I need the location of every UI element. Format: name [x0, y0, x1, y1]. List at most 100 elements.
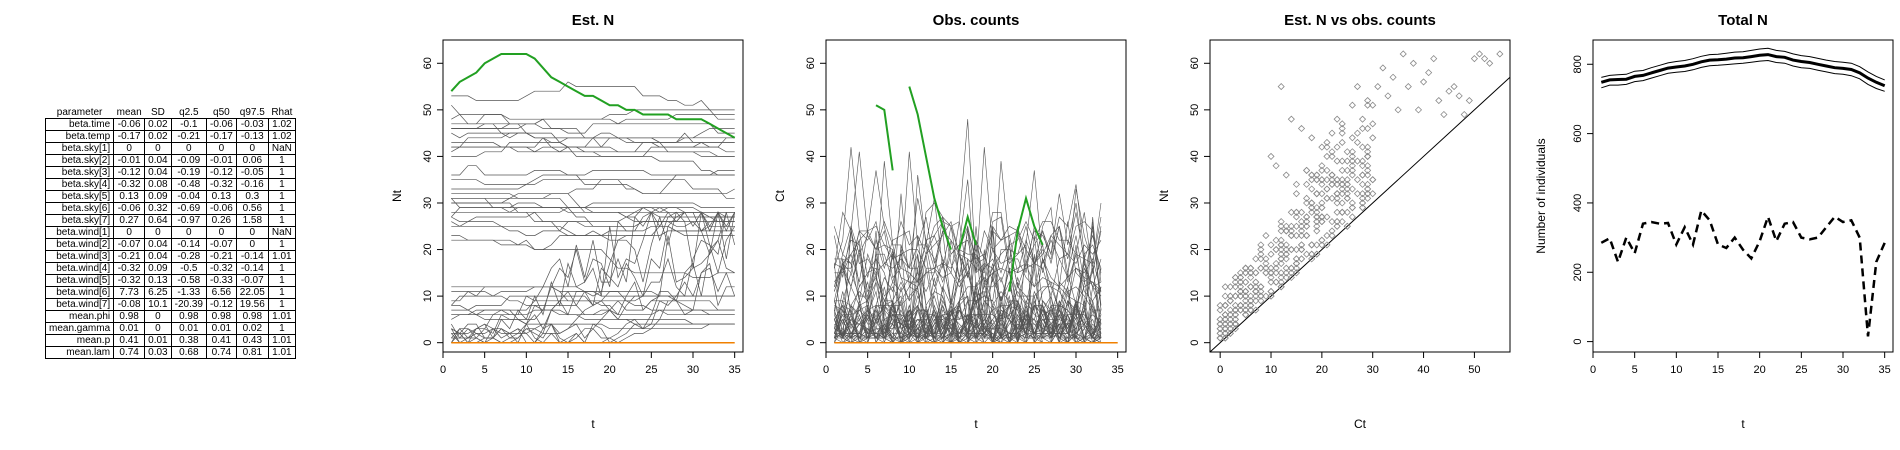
- highlight-trajectory: [450, 53, 736, 139]
- scatter-point: [1231, 306, 1239, 314]
- scatter-point: [1353, 190, 1362, 198]
- scatter-point: [1277, 273, 1285, 282]
- scatter-point: [1364, 148, 1372, 156]
- scatter-point: [1277, 255, 1285, 263]
- individual-trajectory: [451, 179, 735, 199]
- scatter-point: [1323, 185, 1331, 193]
- y-tick-label: 20: [1189, 243, 1201, 255]
- individual-trajectory: [451, 291, 735, 316]
- scatter-point: [1318, 166, 1326, 174]
- individual-trajectory: [451, 165, 735, 176]
- scatter-point: [1221, 283, 1229, 291]
- scatter-point: [1348, 199, 1356, 207]
- y-tick-label: 200: [1572, 263, 1584, 281]
- observed-total-count-line: [1600, 207, 1886, 337]
- plot-title: Est. N vs obs. counts: [1284, 12, 1436, 29]
- scatter-point: [1308, 171, 1316, 179]
- y-tick-label: 20: [422, 243, 434, 255]
- scatter-point: [1236, 283, 1245, 291]
- scatter-point: [1303, 166, 1311, 174]
- scatter-point: [1226, 311, 1234, 319]
- scatter-point: [1277, 283, 1285, 291]
- individual-count-series: [834, 202, 1101, 315]
- plot-frame: [1592, 39, 1894, 353]
- scatter-point: [1292, 232, 1301, 240]
- individual-trajectory: [451, 211, 735, 344]
- scatter-point: [1328, 129, 1336, 137]
- scatter-point: [1226, 306, 1234, 314]
- scatter-point: [1369, 176, 1377, 184]
- plot-frame: [825, 39, 1127, 353]
- scatter-point: [1257, 255, 1265, 263]
- scatter-point: [1277, 236, 1285, 244]
- table-row: beta.sky[2] -0.01 0.04 -0.09 -0.01 0.06 1: [44, 154, 296, 167]
- scatter-point: [1348, 185, 1356, 193]
- scatter-point: [1353, 138, 1362, 147]
- scatter-point: [1328, 176, 1336, 184]
- scatter-point: [1333, 222, 1341, 230]
- scatter-point: [1272, 236, 1280, 244]
- scatter-point: [1460, 110, 1468, 119]
- scatter-point: [1292, 213, 1301, 221]
- scatter-point: [1364, 166, 1372, 174]
- scatter-point: [1277, 222, 1285, 230]
- x-tick-label: 35: [1879, 364, 1891, 376]
- scatter-point: [1450, 83, 1458, 91]
- scatter-point: [1313, 208, 1321, 216]
- scatter-point: [1308, 204, 1316, 212]
- scatter-point: [1318, 204, 1326, 212]
- scatter-point: [1369, 134, 1377, 142]
- scatter-point: [1308, 255, 1316, 263]
- total-n-upper-ci-line: [1601, 47, 1885, 81]
- individual-trajectory: [451, 193, 735, 218]
- scatter-point: [1323, 185, 1331, 193]
- x-tick-label: 30: [1070, 364, 1082, 376]
- scatter-point: [1348, 213, 1356, 221]
- scatter-point: [1455, 92, 1463, 100]
- scatter-point: [1318, 180, 1326, 188]
- scatter-point: [1358, 204, 1367, 212]
- scatter-point: [1282, 255, 1290, 263]
- y-tick-label: 0: [1189, 340, 1201, 346]
- scatter-point: [1328, 227, 1336, 235]
- table-row: mean.p 0.41 0.01 0.38 0.41 0.43 1.01: [44, 334, 296, 347]
- scatter-point: [1389, 73, 1397, 81]
- scatter-point: [1272, 259, 1280, 268]
- y-tick-label: 0: [1572, 339, 1584, 345]
- scatter-point: [1343, 190, 1351, 198]
- scatter-point: [1221, 325, 1229, 333]
- scatter-point: [1313, 222, 1321, 230]
- individual-trajectory: [451, 211, 736, 344]
- table-row: beta.sky[7] 0.27 0.64 -0.97 0.26 1.58 1: [44, 214, 296, 227]
- scatter-point: [1297, 124, 1306, 133]
- scatter-point: [1216, 306, 1224, 314]
- scatter-point: [1333, 190, 1341, 198]
- scatter-point: [1440, 110, 1448, 119]
- scatter-point: [1252, 287, 1260, 296]
- column-header: SD: [150, 106, 165, 118]
- y-axis-label: Nt: [1157, 189, 1171, 202]
- scatter-point: [1430, 55, 1438, 63]
- scatter-point: [1257, 287, 1265, 296]
- scatter-point: [1231, 273, 1239, 282]
- scatter-point: [1338, 218, 1346, 226]
- y-tick-label: 20: [805, 243, 817, 255]
- y-tick-label: 30: [805, 197, 817, 209]
- scatter-point: [1343, 194, 1351, 202]
- scatter-point: [1481, 55, 1489, 63]
- individual-count-series: [834, 193, 1102, 306]
- scatter-point: [1364, 180, 1372, 188]
- scatter-point: [1303, 166, 1311, 174]
- scatter-point: [1323, 176, 1331, 184]
- scatter-point: [1303, 222, 1311, 230]
- scatter-point: [1308, 134, 1316, 142]
- scatter-point: [1343, 222, 1351, 230]
- scatter-point: [1338, 166, 1346, 174]
- scatter-point: [1303, 194, 1311, 202]
- value-cell: 0.68: [170, 346, 207, 359]
- y-tick-label: 30: [1189, 197, 1201, 209]
- scatter-point: [1343, 180, 1351, 188]
- x-tick-label: 0: [823, 364, 829, 376]
- scatter-point: [1282, 227, 1290, 235]
- scatter-point: [1282, 222, 1290, 230]
